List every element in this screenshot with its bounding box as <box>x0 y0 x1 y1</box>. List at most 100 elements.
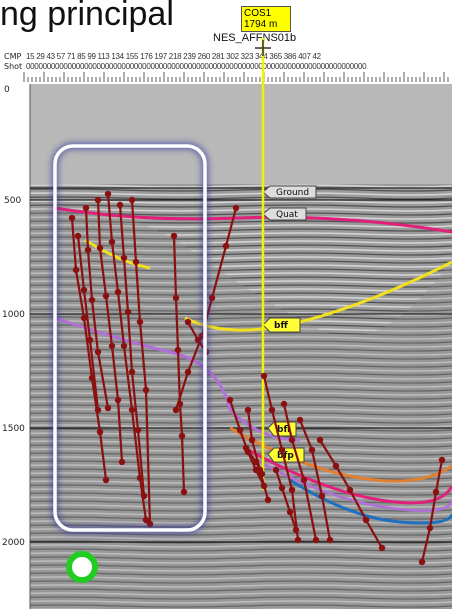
fault-pick-point[interactable] <box>318 492 326 500</box>
fault-pick-point[interactable] <box>134 426 142 434</box>
fault-pick-point[interactable] <box>114 288 122 296</box>
fault-pick-point[interactable] <box>94 196 102 204</box>
horizon-label-quat[interactable]: Quat <box>262 207 307 221</box>
fault-pick-point[interactable] <box>96 428 104 436</box>
fault-pick-point[interactable] <box>104 190 112 198</box>
fault-pick-point[interactable] <box>232 204 240 212</box>
fault-pick-point[interactable] <box>174 346 182 354</box>
horizon-label-bfl[interactable]: bfl <box>267 421 297 437</box>
fault-pick-point[interactable] <box>108 238 116 246</box>
fault-pick-point[interactable] <box>136 318 144 326</box>
fault-pick-point[interactable] <box>252 458 260 466</box>
fault-pick-point[interactable] <box>226 396 234 404</box>
fault-pick-point[interactable] <box>118 458 126 466</box>
fault-pick-point[interactable] <box>80 286 88 294</box>
fault-stick[interactable] <box>70 217 108 481</box>
fault-pick-point[interactable] <box>132 258 140 266</box>
fault-pick-point[interactable] <box>146 520 154 528</box>
fault-pick-point[interactable] <box>184 368 192 376</box>
fault-pick-point[interactable] <box>222 242 230 250</box>
well-label[interactable]: COS1 1794 m <box>241 6 291 32</box>
fault-pick-point[interactable] <box>72 266 80 274</box>
fault-pick-point[interactable] <box>332 462 340 470</box>
fault-pick-point[interactable] <box>260 372 268 380</box>
fault-pick-point[interactable] <box>184 318 192 326</box>
fault-sticks[interactable] <box>68 190 446 566</box>
fault-pick-point[interactable] <box>128 406 136 414</box>
fault-pick-point[interactable] <box>312 536 320 544</box>
fault-pick-point[interactable] <box>108 342 116 350</box>
fault-stick[interactable] <box>118 204 146 497</box>
fault-pick-point[interactable] <box>116 201 124 209</box>
horizon-magenta-deep[interactable] <box>244 446 452 505</box>
fault-pick-point[interactable] <box>94 406 102 414</box>
fault-stick[interactable] <box>298 419 332 541</box>
fault-stick[interactable] <box>420 459 444 563</box>
fault-pick-point[interactable] <box>86 336 94 344</box>
fault-pick-point[interactable] <box>208 294 216 302</box>
fault-pick-point[interactable] <box>104 404 112 412</box>
horizon-orange[interactable] <box>229 426 452 483</box>
fault-pick-point[interactable] <box>194 336 202 344</box>
fault-pick-point[interactable] <box>280 400 288 408</box>
fault-pick-point[interactable] <box>286 508 294 516</box>
fault-pick-point[interactable] <box>120 342 128 350</box>
fault-pick-point[interactable] <box>142 516 150 524</box>
fault-stick[interactable] <box>274 469 298 531</box>
horizon-magenta[interactable] <box>54 206 452 234</box>
fault-pick-point[interactable] <box>278 484 286 492</box>
fault-pick-point[interactable] <box>294 536 302 544</box>
fault-stick[interactable] <box>76 235 100 411</box>
fault-pick-point[interactable] <box>74 232 82 240</box>
fault-pick-point[interactable] <box>316 436 324 444</box>
fault-pick-point[interactable] <box>88 296 96 304</box>
fault-pick-point[interactable] <box>140 492 148 500</box>
fault-pick-point[interactable] <box>264 496 272 504</box>
fault-pick-point[interactable] <box>84 246 92 254</box>
fault-pick-point[interactable] <box>432 488 440 496</box>
fault-pick-point[interactable] <box>128 368 136 376</box>
horizon-yellow-shallow[interactable] <box>84 238 151 270</box>
fault-pick-point[interactable] <box>114 396 122 404</box>
fault-pick-point[interactable] <box>102 476 110 484</box>
fault-pick-point[interactable] <box>292 526 300 534</box>
fault-pick-point[interactable] <box>248 436 256 444</box>
horizon-label-bff[interactable]: bff <box>262 317 301 333</box>
fault-pick-point[interactable] <box>82 204 90 212</box>
fault-pick-point[interactable] <box>120 254 128 262</box>
fault-pick-point[interactable] <box>300 476 308 484</box>
fault-pick-point[interactable] <box>172 294 180 302</box>
fault-pick-point[interactable] <box>268 406 276 414</box>
fault-pick-point[interactable] <box>242 444 250 452</box>
fault-pick-point[interactable] <box>288 486 296 494</box>
fault-pick-point[interactable] <box>308 446 316 454</box>
fault-pick-point[interactable] <box>172 406 180 414</box>
fault-stick[interactable] <box>172 235 186 493</box>
fault-pick-point[interactable] <box>418 558 426 566</box>
fault-pick-point[interactable] <box>258 470 266 478</box>
fault-stick[interactable] <box>96 199 124 463</box>
fault-pick-point[interactable] <box>362 516 370 524</box>
fault-stick[interactable] <box>282 403 318 541</box>
fault-pick-point[interactable] <box>180 488 188 496</box>
horizon-label-ground[interactable]: Ground <box>262 185 317 199</box>
fault-pick-point[interactable] <box>170 232 178 240</box>
fault-pick-point[interactable] <box>326 536 334 544</box>
fault-pick-point[interactable] <box>288 436 296 444</box>
fault-pick-point[interactable] <box>68 214 76 222</box>
fault-stick[interactable] <box>246 409 270 501</box>
fault-pick-point[interactable] <box>296 416 304 424</box>
fault-pick-point[interactable] <box>378 544 386 552</box>
fault-pick-point[interactable] <box>438 456 446 464</box>
fault-pick-point[interactable] <box>178 432 186 440</box>
fault-pick-point[interactable] <box>96 244 104 252</box>
fault-pick-point[interactable] <box>278 446 286 454</box>
status-marker-icon[interactable] <box>66 551 98 583</box>
fault-pick-point[interactable] <box>124 308 132 316</box>
fault-pick-point[interactable] <box>426 524 434 532</box>
highlight-box[interactable] <box>53 144 207 532</box>
fault-pick-point[interactable] <box>236 426 244 434</box>
fault-pick-point[interactable] <box>272 466 280 474</box>
fault-pick-point[interactable] <box>94 348 102 356</box>
